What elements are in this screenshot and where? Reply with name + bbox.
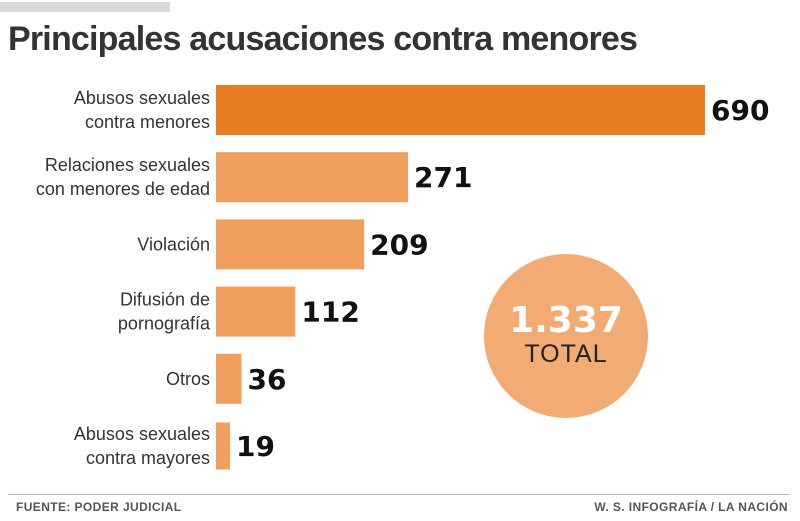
source-note: FUENTE: PODER JUDICIAL (16, 500, 182, 514)
category-label: Violación (137, 234, 210, 254)
category-label: Difusión de pornografía (118, 290, 211, 334)
total-circle (484, 254, 648, 418)
bar-5 (216, 353, 242, 404)
top-decorative-rule (0, 2, 170, 12)
bar-1 (216, 85, 705, 135)
category-label: Relaciones sexuales con menores de edad (36, 155, 210, 199)
value-label: 271 (414, 161, 472, 194)
bar-2 (216, 152, 409, 203)
category-label: Abusos sexuales contra mayores (74, 424, 210, 468)
value-label: 36 (248, 363, 287, 396)
bar-6 (216, 422, 230, 470)
category-label: Abusos sexuales contra menores (74, 88, 210, 132)
category-label: Otros (166, 369, 210, 389)
value-label: 690 (711, 94, 769, 127)
chart-title: Principales acusaciones contra menores (8, 20, 638, 58)
bar-3 (216, 219, 365, 270)
value-label: 19 (236, 430, 275, 463)
bar-4 (216, 286, 296, 337)
credit-note: W. S. INFOGRAFÍA / LA NACIÓN (594, 500, 788, 514)
total-value: 1.337 (509, 300, 623, 341)
total-label: TOTAL (524, 340, 607, 368)
value-label: 112 (301, 296, 359, 329)
value-label: 209 (370, 228, 428, 261)
footer-divider (8, 494, 790, 495)
